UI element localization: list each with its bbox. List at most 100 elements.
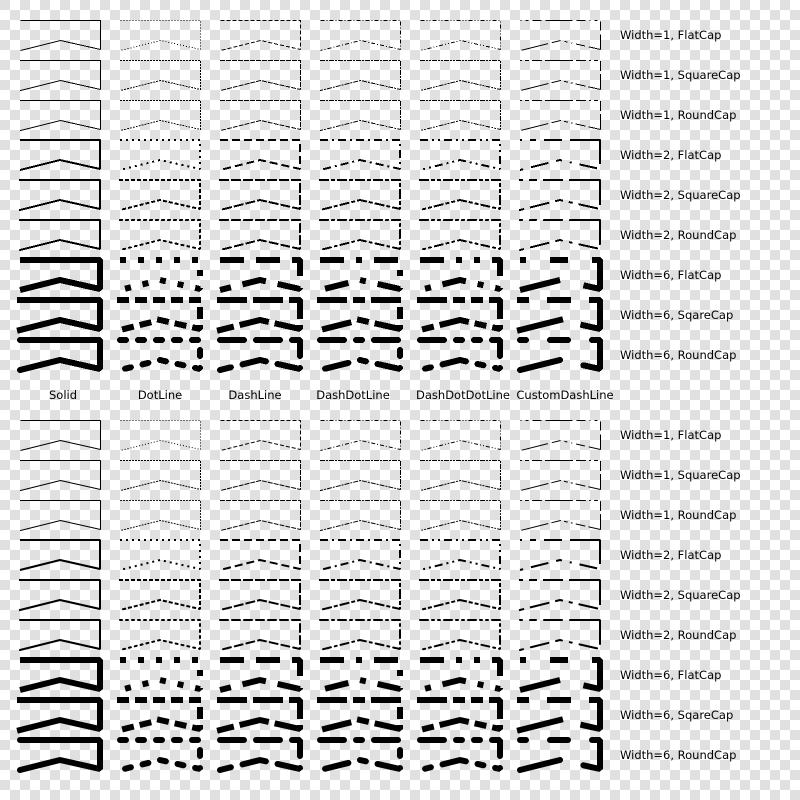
pen-sample-solid-w1-butt <box>20 420 101 451</box>
pen-sample-dash-w2-butt <box>219 139 301 171</box>
pen-sample-dash-w6-round <box>217 737 303 773</box>
row-label: Width=1, RoundCap <box>620 508 737 522</box>
pen-sample-custom-w2-square <box>518 179 601 212</box>
pen-sample-dash-w1-round <box>220 100 301 131</box>
pen-sample-custom-w2-butt <box>519 539 601 571</box>
pen-sample-solid-w1-square <box>19 460 101 492</box>
pen-sample-solid-w2-square <box>18 179 101 212</box>
section-antialiased <box>16 420 603 773</box>
pen-sample-dash-w2-round <box>219 219 301 251</box>
pen-sample-solid-w2-butt <box>19 539 101 571</box>
pen-sample-solid-w1-square <box>19 60 101 92</box>
pen-sample-dashdotdot-w1-square <box>419 460 501 492</box>
pen-sample-dot-w1-square <box>119 460 201 492</box>
pen-sample-dashdot-w1-square <box>319 60 401 92</box>
pen-sample-dashdot-w6-butt <box>319 657 403 693</box>
pen-sample-dashdotdot-w6-round <box>417 337 503 373</box>
pen-sample-dot-w1-square <box>119 60 201 92</box>
pen-sample-dot-w2-square <box>118 179 201 212</box>
pen-sample-dot-w2-butt <box>119 139 201 171</box>
pen-sample-custom-w2-butt <box>519 139 601 171</box>
pen-sample-dash-w6-square <box>216 297 303 334</box>
pen-sample-custom-w1-round <box>520 100 601 131</box>
pen-sample-dot-w6-round <box>117 737 203 773</box>
pen-sample-dashdot-w2-round <box>319 619 401 651</box>
column-label: CustomDashLine <box>516 388 614 402</box>
row-label: Width=6, SqareCap <box>620 708 734 722</box>
pen-sample-dashdot-w1-round <box>320 500 401 531</box>
pen-sample-custom-w6-butt <box>519 657 603 693</box>
pen-sample-dot-w2-round <box>119 619 201 651</box>
pen-sample-dash-w6-square <box>216 697 303 734</box>
pen-sample-dot-w1-butt <box>120 20 201 51</box>
pen-sample-dot-w6-butt <box>119 657 203 693</box>
pen-sample-dashdot-w1-square <box>319 460 401 492</box>
pen-sample-dashdot-w6-round <box>317 337 403 373</box>
pen-sample-solid-w2-round <box>19 619 101 651</box>
pen-sample-custom-w1-butt <box>520 420 601 451</box>
pen-sample-dashdotdot-w2-round <box>419 219 501 251</box>
pen-sample-dashdotdot-w2-round <box>419 619 501 651</box>
pen-sample-dashdotdot-w6-butt <box>419 657 503 693</box>
pen-sample-dashdot-w6-square <box>316 697 403 734</box>
pen-sample-dot-w6-round <box>117 337 203 373</box>
pen-sample-dashdot-w2-square <box>318 179 401 212</box>
pen-sample-custom-w6-square <box>516 297 603 334</box>
pen-sample-custom-w2-square <box>518 579 601 612</box>
pen-sample-solid-w2-round <box>19 219 101 251</box>
pen-sample-dash-w2-round <box>219 619 301 651</box>
pen-sample-dashdot-w2-butt <box>319 139 401 171</box>
pen-sample-dash-w2-square <box>218 179 301 212</box>
pen-sample-custom-w6-square <box>516 697 603 734</box>
row-label: Width=1, RoundCap <box>620 108 737 122</box>
pen-sample-dash-w6-round <box>217 337 303 373</box>
pen-sample-dash-w1-round <box>220 500 301 531</box>
pen-sample-dashdot-w2-butt <box>319 539 401 571</box>
row-label: Width=2, SquareCap <box>620 188 741 202</box>
pen-sample-dashdotdot-w6-square <box>416 297 503 334</box>
pen-sample-dot-w1-butt <box>120 420 201 451</box>
pen-sample-dashdotdot-w2-butt <box>419 139 501 171</box>
pen-sample-dash-w2-square <box>218 579 301 612</box>
row-label: Width=6, RoundCap <box>620 748 737 762</box>
pen-sample-dot-w1-round <box>120 500 201 531</box>
pen-sample-dot-w6-square <box>116 297 203 334</box>
pen-sample-dash-w1-square <box>219 60 301 92</box>
pen-sample-dot-w1-round <box>120 100 201 131</box>
row-label: Width=2, SquareCap <box>620 588 741 602</box>
pen-sample-custom-w2-round <box>519 619 601 651</box>
pen-sample-custom-w1-square <box>519 60 601 92</box>
pen-sample-solid-w6-square <box>16 697 103 734</box>
column-label: Solid <box>48 388 78 402</box>
pen-sample-custom-w6-butt <box>519 257 603 293</box>
row-label: Width=1, SquareCap <box>620 468 741 482</box>
pen-sample-dashdotdot-w2-square <box>418 579 501 612</box>
row-label: Width=2, RoundCap <box>620 228 737 242</box>
pen-sample-solid-w1-round <box>20 500 101 531</box>
row-label: Width=1, FlatCap <box>620 428 722 442</box>
column-label: DotLine <box>137 388 183 402</box>
pen-sample-solid-w6-butt <box>19 657 103 693</box>
pen-sample-dashdot-w6-round <box>317 737 403 773</box>
column-label: DashLine <box>228 388 282 402</box>
pen-sample-dashdotdot-w1-round <box>420 500 501 531</box>
row-label: Width=1, FlatCap <box>620 28 722 42</box>
pen-sample-dot-w2-butt <box>119 539 201 571</box>
row-label: Width=2, FlatCap <box>620 548 722 562</box>
pen-sample-solid-w6-butt <box>19 257 103 293</box>
pen-sample-dashdot-w1-butt <box>320 20 401 51</box>
pen-sample-custom-w1-round <box>520 500 601 531</box>
pen-sample-solid-w6-round <box>17 737 103 773</box>
pen-sample-dot-w2-round <box>119 219 201 251</box>
pen-sample-dashdot-w2-square <box>318 579 401 612</box>
row-label: Width=2, FlatCap <box>620 148 722 162</box>
pen-sample-custom-w1-butt <box>520 20 601 51</box>
column-label: DashDotDotLine <box>416 388 510 402</box>
pen-sample-dot-w6-butt <box>119 257 203 293</box>
row-label: Width=6, FlatCap <box>620 668 722 682</box>
pen-sample-custom-w1-square <box>519 460 601 492</box>
pen-sample-dash-w1-square <box>219 460 301 492</box>
pen-sample-dashdot-w6-square <box>316 297 403 334</box>
pen-sample-dashdotdot-w1-round <box>420 100 501 131</box>
pen-sample-dashdotdot-w1-butt <box>420 20 501 51</box>
